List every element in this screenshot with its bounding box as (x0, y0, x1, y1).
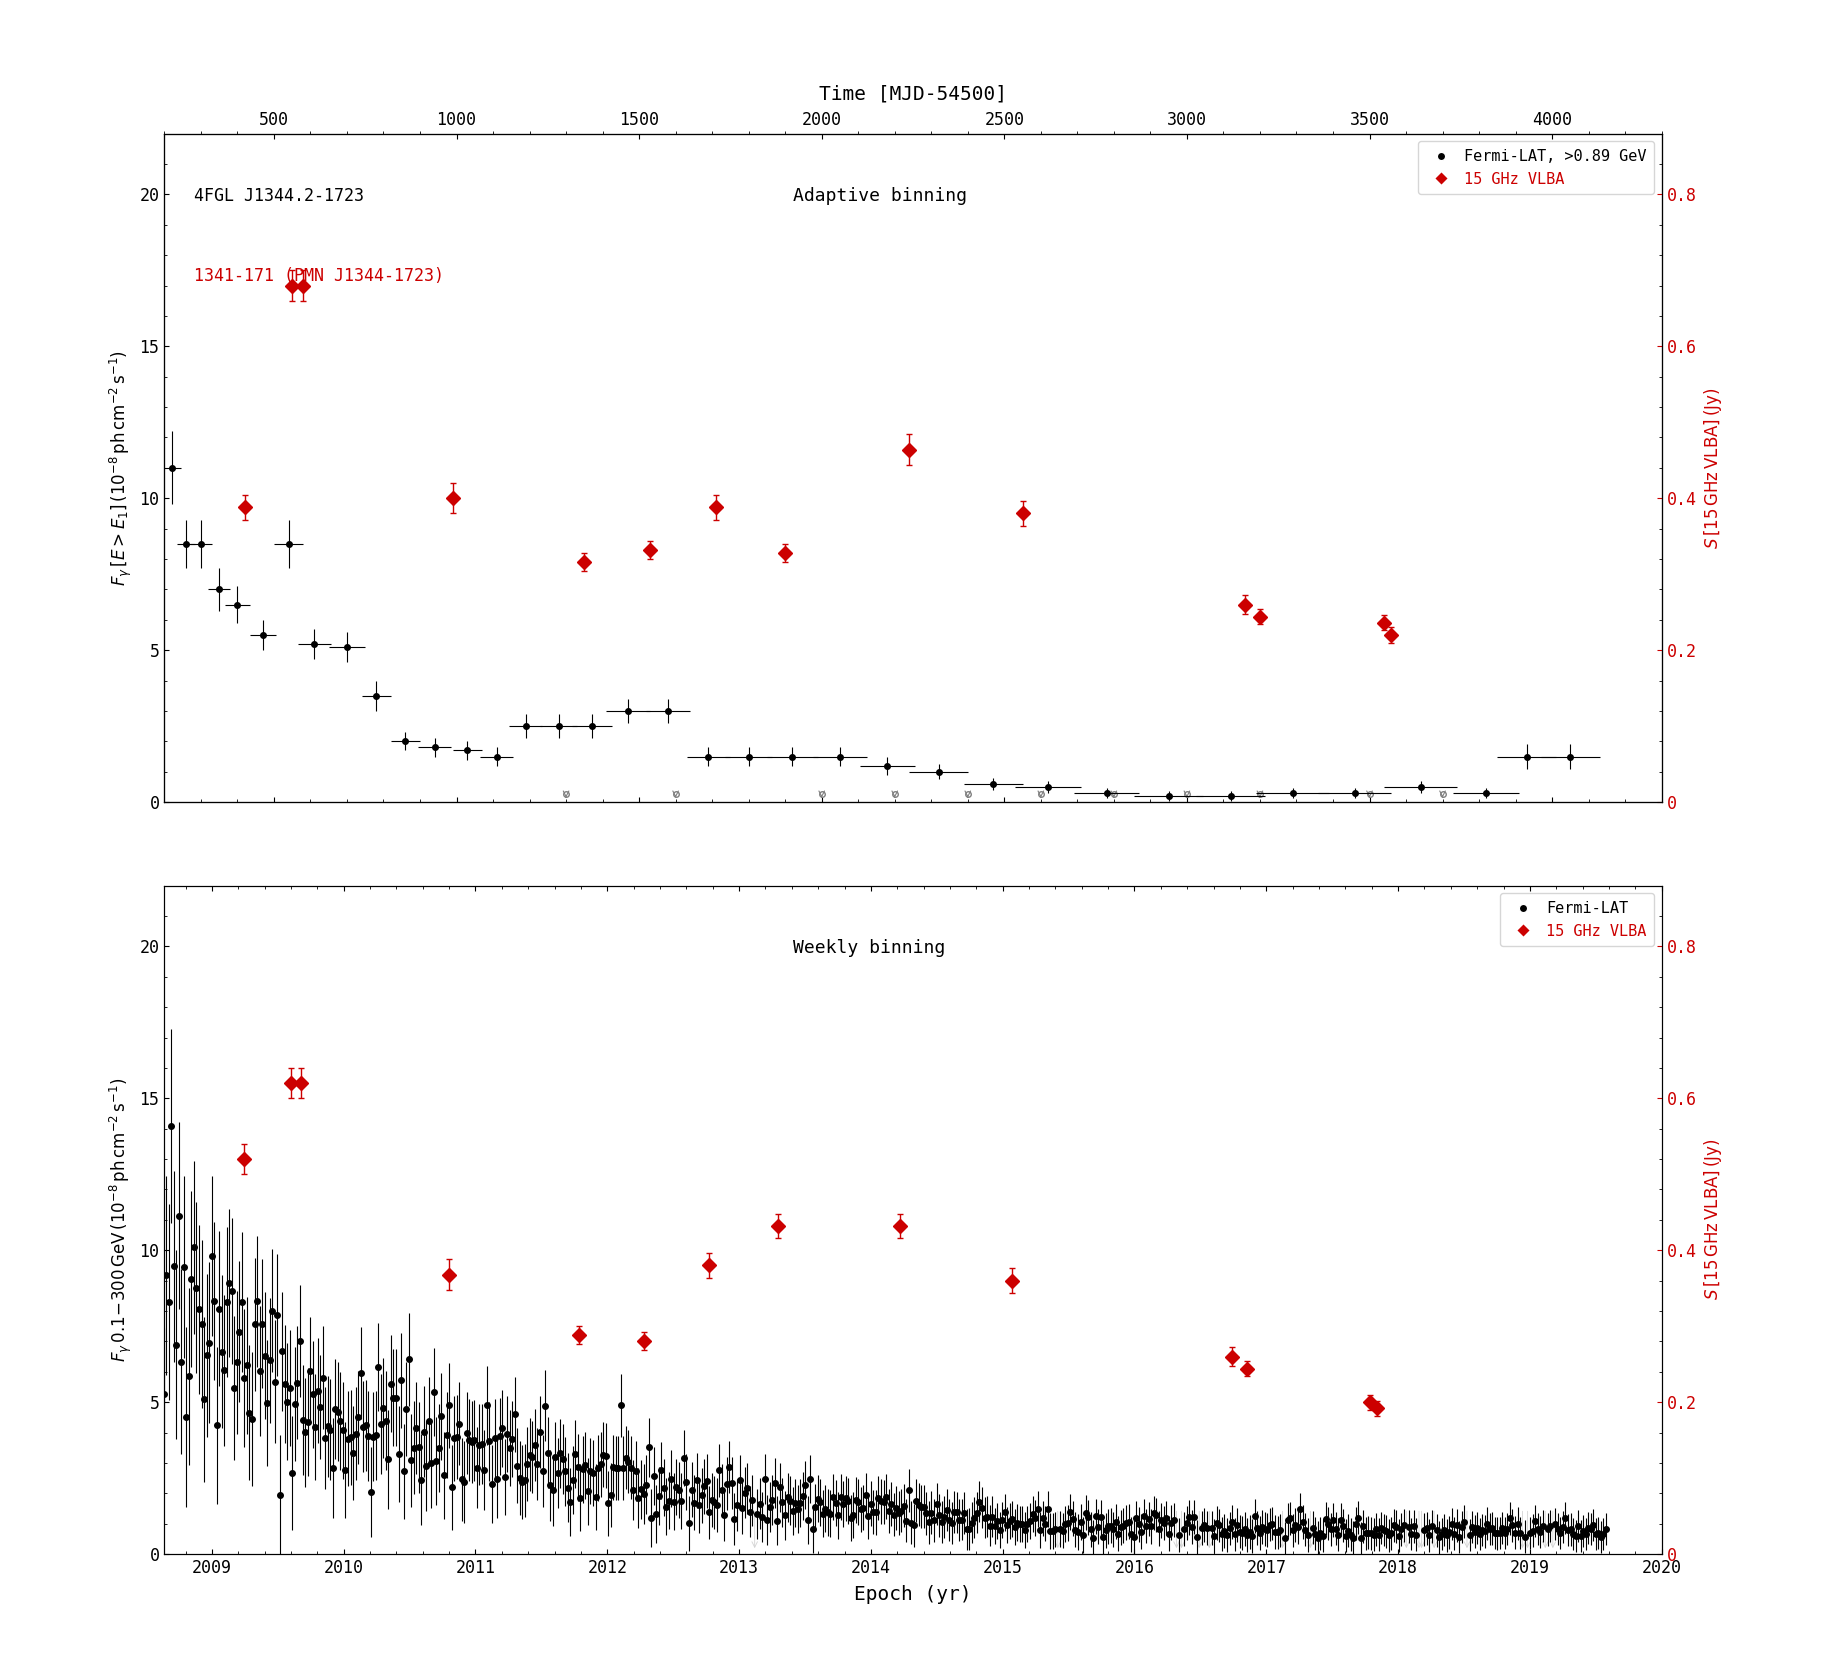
Y-axis label: $F_\gamma\,[E>E_1]\,(10^{-8}\,\mathrm{ph\,cm^{-2}\,s^{-1}})$: $F_\gamma\,[E>E_1]\,(10^{-8}\,\mathrm{ph… (108, 349, 133, 587)
Text: Weekly binning: Weekly binning (792, 939, 946, 957)
Text: 4FGL J1344.2-1723: 4FGL J1344.2-1723 (194, 187, 363, 206)
Text: Adaptive binning: Adaptive binning (792, 187, 968, 206)
X-axis label: Time [MJD-54500]: Time [MJD-54500] (820, 85, 1006, 104)
Y-axis label: $S\,[15\,\mathrm{GHz\,VLBA}]\,\mathrm{(Jy)}$: $S\,[15\,\mathrm{GHz\,VLBA}]\,\mathrm{(J… (1702, 388, 1724, 548)
X-axis label: Epoch (yr): Epoch (yr) (855, 1586, 971, 1604)
Y-axis label: $F_\gamma\,0.1\!-\!300\,\mathrm{GeV}\,(10^{-8}\,\mathrm{ph\,cm^{-2}\,s^{-1}})$: $F_\gamma\,0.1\!-\!300\,\mathrm{GeV}\,(1… (108, 1078, 133, 1362)
Legend: Fermi-LAT, 15 GHz VLBA: Fermi-LAT, 15 GHz VLBA (1501, 894, 1654, 946)
Text: 1341-171 (PMN J1344-1723): 1341-171 (PMN J1344-1723) (194, 267, 444, 286)
Y-axis label: $S\,[15\,\mathrm{GHz\,VLBA}]\,\mathrm{(Jy)}$: $S\,[15\,\mathrm{GHz\,VLBA}]\,\mathrm{(J… (1702, 1140, 1724, 1300)
Legend: Fermi-LAT, >0.89 GeV, 15 GHz VLBA: Fermi-LAT, >0.89 GeV, 15 GHz VLBA (1419, 142, 1654, 194)
